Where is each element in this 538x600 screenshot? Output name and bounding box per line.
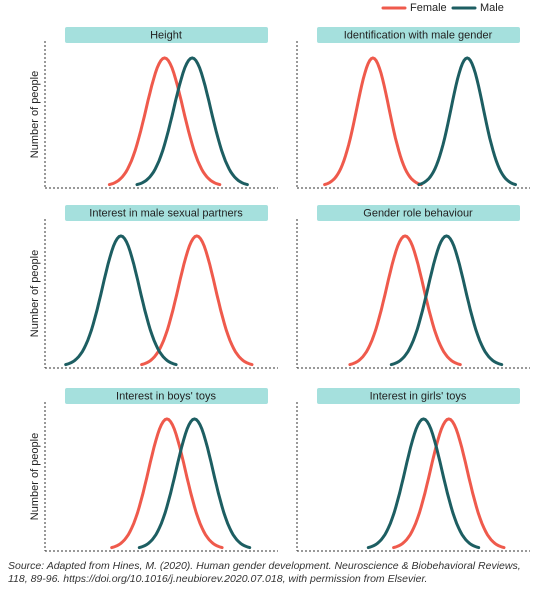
panel-title: Height [150,29,182,41]
density-curve [137,417,252,550]
panel-title: Interest in girls' toys [370,390,467,402]
density-curve [107,56,222,187]
density-curve [323,56,423,187]
panel-title: Interest in boys' toys [116,390,216,402]
density-curve [140,234,254,367]
density-curve [392,417,506,550]
y-axis-label: Number of people [29,250,41,337]
density-curve [348,234,462,367]
chart: Female Male Height Number of people Identifi… [29,2,530,552]
density-curve [389,234,504,367]
panel-title: Gender role behaviour [363,207,473,219]
panel-title-box [65,205,268,221]
panel-title-box [317,205,520,221]
source-note: Source: Adapted from Hines, M. (2020). H… [8,560,521,585]
y-axis-label: Number of people [29,433,41,520]
panel-title: Interest in male sexual partners [89,207,243,219]
y-axis-label: Number of people [29,71,41,158]
density-curve [110,417,224,550]
legend-label: Male [480,2,504,14]
panel-title-box [317,27,520,43]
panel-title: Identification with male gender [344,29,493,41]
density-curve [366,417,481,550]
panel-title-box [65,388,268,404]
density-curve [64,234,178,367]
density-curve [135,56,249,187]
panel-title-box [65,27,268,43]
legend-label: Female [410,2,447,14]
panel-title-box [317,388,520,404]
density-curve [417,56,517,187]
